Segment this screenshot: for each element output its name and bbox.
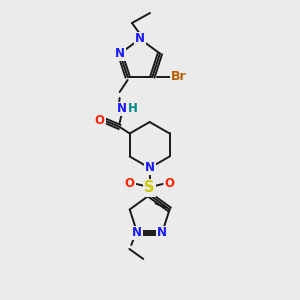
Text: N: N: [145, 161, 155, 175]
Text: O: O: [95, 115, 105, 128]
Text: H: H: [128, 103, 138, 116]
Text: N: N: [115, 47, 125, 60]
Text: O: O: [165, 178, 175, 190]
Text: N: N: [132, 226, 142, 239]
Text: Br: Br: [170, 70, 186, 83]
Text: N: N: [135, 32, 145, 46]
Text: O: O: [125, 178, 135, 190]
Text: N: N: [157, 226, 167, 239]
Text: S: S: [144, 181, 155, 196]
Text: N: N: [117, 103, 127, 116]
